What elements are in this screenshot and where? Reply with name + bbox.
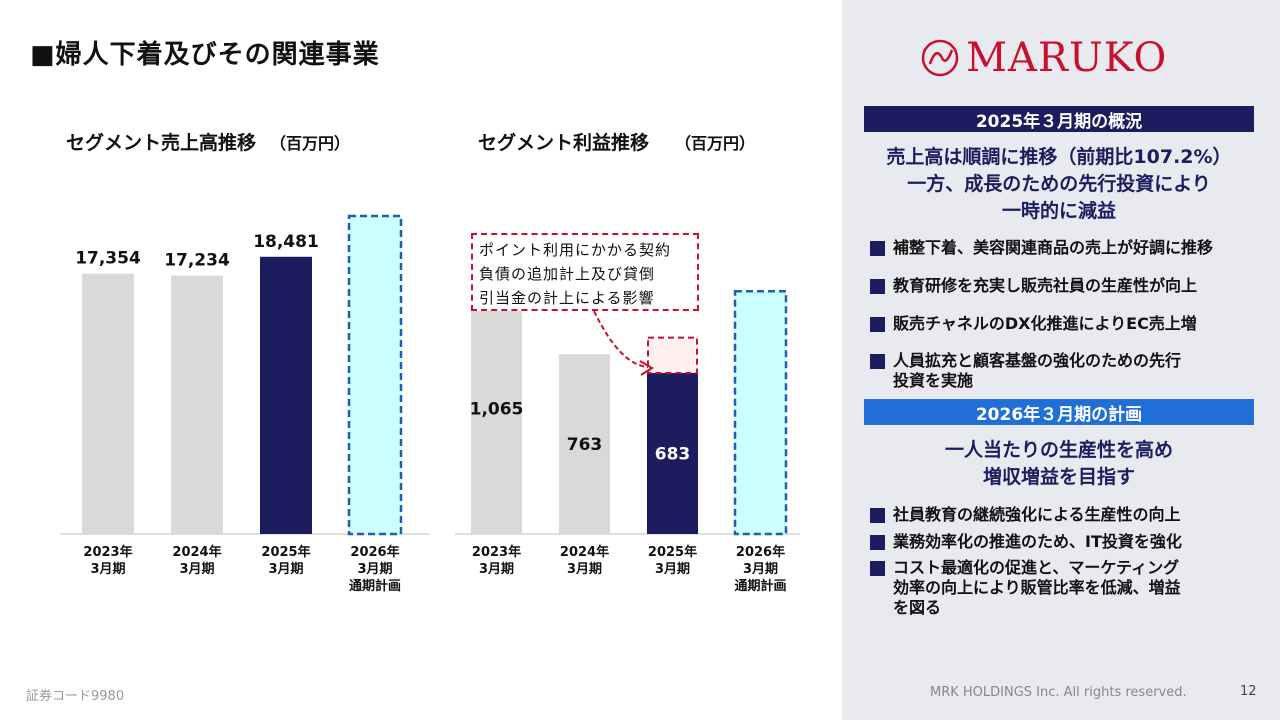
bullet-2026-3-line-3: を図る (893, 598, 942, 617)
plan-bar (733, 289, 788, 536)
bullet-2026-2: 業務効率化の推進のため、IT投資を強化 (870, 532, 1260, 552)
callout-line-1: ポイント利用にかかる契約 (479, 241, 672, 259)
sales-chart-title: セグメント売上高推移 （百万円） (66, 128, 350, 155)
bullet-square-icon (870, 354, 885, 369)
profit-chart-title: セグメント利益推移 （百万円） (478, 128, 755, 155)
bar (471, 282, 522, 534)
copyright: MRK HOLDINGS Inc. All rights reserved. (930, 685, 1187, 700)
bullet-2026-3-text: コスト最適化の促進と、マーケティング 効率の向上により販管比率を低減、増益 を図る (893, 558, 1181, 618)
profit-chart-title-text: セグメント利益推移 (478, 132, 650, 154)
bullet-2025-4-line-2: 投資を実施 (893, 371, 974, 390)
maruko-logo: MARUKO (920, 34, 1167, 82)
sales-chart-title-text: セグメント売上高推移 (66, 132, 257, 154)
bullet-square-icon (870, 561, 885, 576)
category-label: 3月期 (567, 562, 602, 577)
bullet-2026-3: コスト最適化の促進と、マーケティング 効率の向上により販管比率を低減、増益 を図る (870, 558, 1260, 618)
category-label: 3月期 (90, 562, 125, 577)
headline-2025-line-2: 一方、成長のための先行投資により (907, 173, 1211, 195)
bullet-2025-3: 販売チャネルのDX化推進によりEC売上増 (870, 314, 1260, 334)
category-label: 3月期 (743, 562, 778, 577)
bullet-square-icon (870, 279, 885, 294)
headline-2025-line-3: 一時的に減益 (1001, 200, 1116, 222)
profit-chart-unit: （百万円） (675, 134, 756, 153)
sales-chart-unit: （百万円） (270, 134, 351, 153)
bar (260, 256, 312, 534)
data-label: 683 (655, 445, 691, 465)
category-label: 2026年 (350, 544, 399, 560)
category-label: 2025年 (261, 544, 310, 560)
bullet-2026-1: 社員教育の継続強化による生産性の向上 (870, 505, 1260, 525)
callout-arrow-line (593, 310, 649, 368)
bullet-2025-1: 補整下着、美容関連商品の売上が好調に推移 (870, 238, 1260, 258)
bar (647, 373, 698, 534)
profit-callout: ポイント利用にかかる契約 負債の追加計上及び貸倒 引当金の計上による影響 (471, 233, 699, 311)
bullet-2025-4: 人員拡充と顧客基盤の強化のための先行 投資を実施 (870, 351, 1260, 391)
bullet-square-icon (870, 535, 885, 550)
page-title: ■婦人下着及びその関連事業 (30, 40, 380, 70)
data-label: 18,481 (253, 232, 319, 252)
category-label: 3月期 (357, 562, 392, 577)
category-label: 3月期 (655, 562, 690, 577)
category-label: 2025年 (648, 544, 697, 560)
header-2025: 2025年３月期の概況 (864, 106, 1254, 132)
bar (171, 275, 223, 534)
headline-2026: 一人当たりの生産性を高め 増収増益を目指す (864, 437, 1254, 491)
callout-line-2: 負債の追加計上及び貸倒 (479, 265, 656, 283)
sales-chart: 17,354 2023年 3月期 17,234 2024年 3月期 18,481 2025年 3… (60, 214, 430, 594)
header-2026: 2026年３月期の計画 (864, 399, 1254, 425)
category-label: 3月期 (179, 562, 214, 577)
plan-bar (347, 214, 403, 536)
bullet-2025-1-text: 補整下着、美容関連商品の売上が好調に推移 (893, 238, 1214, 257)
bullet-2025-2-text: 教育研修を充実し販売社員の生産性が向上 (893, 276, 1198, 295)
category-label: 3月期 (268, 562, 303, 577)
headline-2026-line-2: 増収増益を目指す (982, 466, 1135, 488)
bullet-2025-4-text: 人員拡充と顧客基盤の強化のための先行 投資を実施 (893, 351, 1181, 391)
bullet-2025-2: 教育研修を充実し販売社員の生産性が向上 (870, 276, 1260, 296)
data-label: 1,065 (470, 399, 524, 419)
data-label: 17,354 (75, 249, 141, 269)
category-label: 2024年 (560, 544, 609, 560)
bullet-2026-2-text: 業務効率化の推進のため、IT投資を強化 (893, 532, 1182, 551)
maruko-emblem-icon (921, 39, 959, 77)
headline-2026-line-1: 一人当たりの生産性を高め (944, 439, 1173, 461)
headline-2025-line-1: 売上高は順調に推移（前期比107.2%） (886, 146, 1232, 168)
category-label: 2023年 (472, 544, 521, 560)
bullet-2026-3-line-1: コスト最適化の促進と、マーケティング (893, 558, 1180, 577)
bar (82, 273, 134, 534)
bullet-2026-3-line-2: 効率の向上により販管比率を低減、増益 (893, 578, 1181, 597)
data-label: 17,234 (164, 250, 230, 270)
bullet-square-icon (870, 317, 885, 332)
callout-arrow (593, 310, 654, 376)
callout-line-3: 引当金の計上による影響 (479, 289, 655, 307)
headline-2025: 売上高は順調に推移（前期比107.2%） 一方、成長のための先行投資により 一時… (864, 144, 1254, 225)
page-number: 12 (1240, 684, 1257, 699)
logo-text: MARUKO (966, 35, 1168, 81)
category-label: 2024年 (172, 544, 221, 560)
bullet-2026-1-text: 社員教育の継続強化による生産性の向上 (893, 505, 1181, 524)
impact-bar (647, 336, 698, 375)
category-label: 2023年 (83, 544, 132, 560)
security-code: 証券コード9980 (26, 689, 125, 704)
category-label: 通期計画 (349, 578, 401, 594)
bullet-square-icon (870, 241, 885, 256)
bullet-2025-3-text: 販売チャネルのDX化推進によりEC売上増 (893, 314, 1197, 333)
callout-arrow-head (639, 360, 654, 376)
profit-chart: 1,065 2023年 3月期 763 2024年 3月期 683 2025年 3月期 2026年… (455, 282, 800, 594)
bar (559, 354, 610, 534)
bullet-2025-4-line-1: 人員拡充と顧客基盤の強化のための先行 (893, 351, 1182, 370)
category-label: 2026年 (736, 544, 785, 560)
bullet-square-icon (870, 508, 885, 523)
category-label: 3月期 (479, 562, 514, 577)
data-label: 763 (567, 435, 603, 455)
category-label: 通期計画 (734, 578, 786, 594)
